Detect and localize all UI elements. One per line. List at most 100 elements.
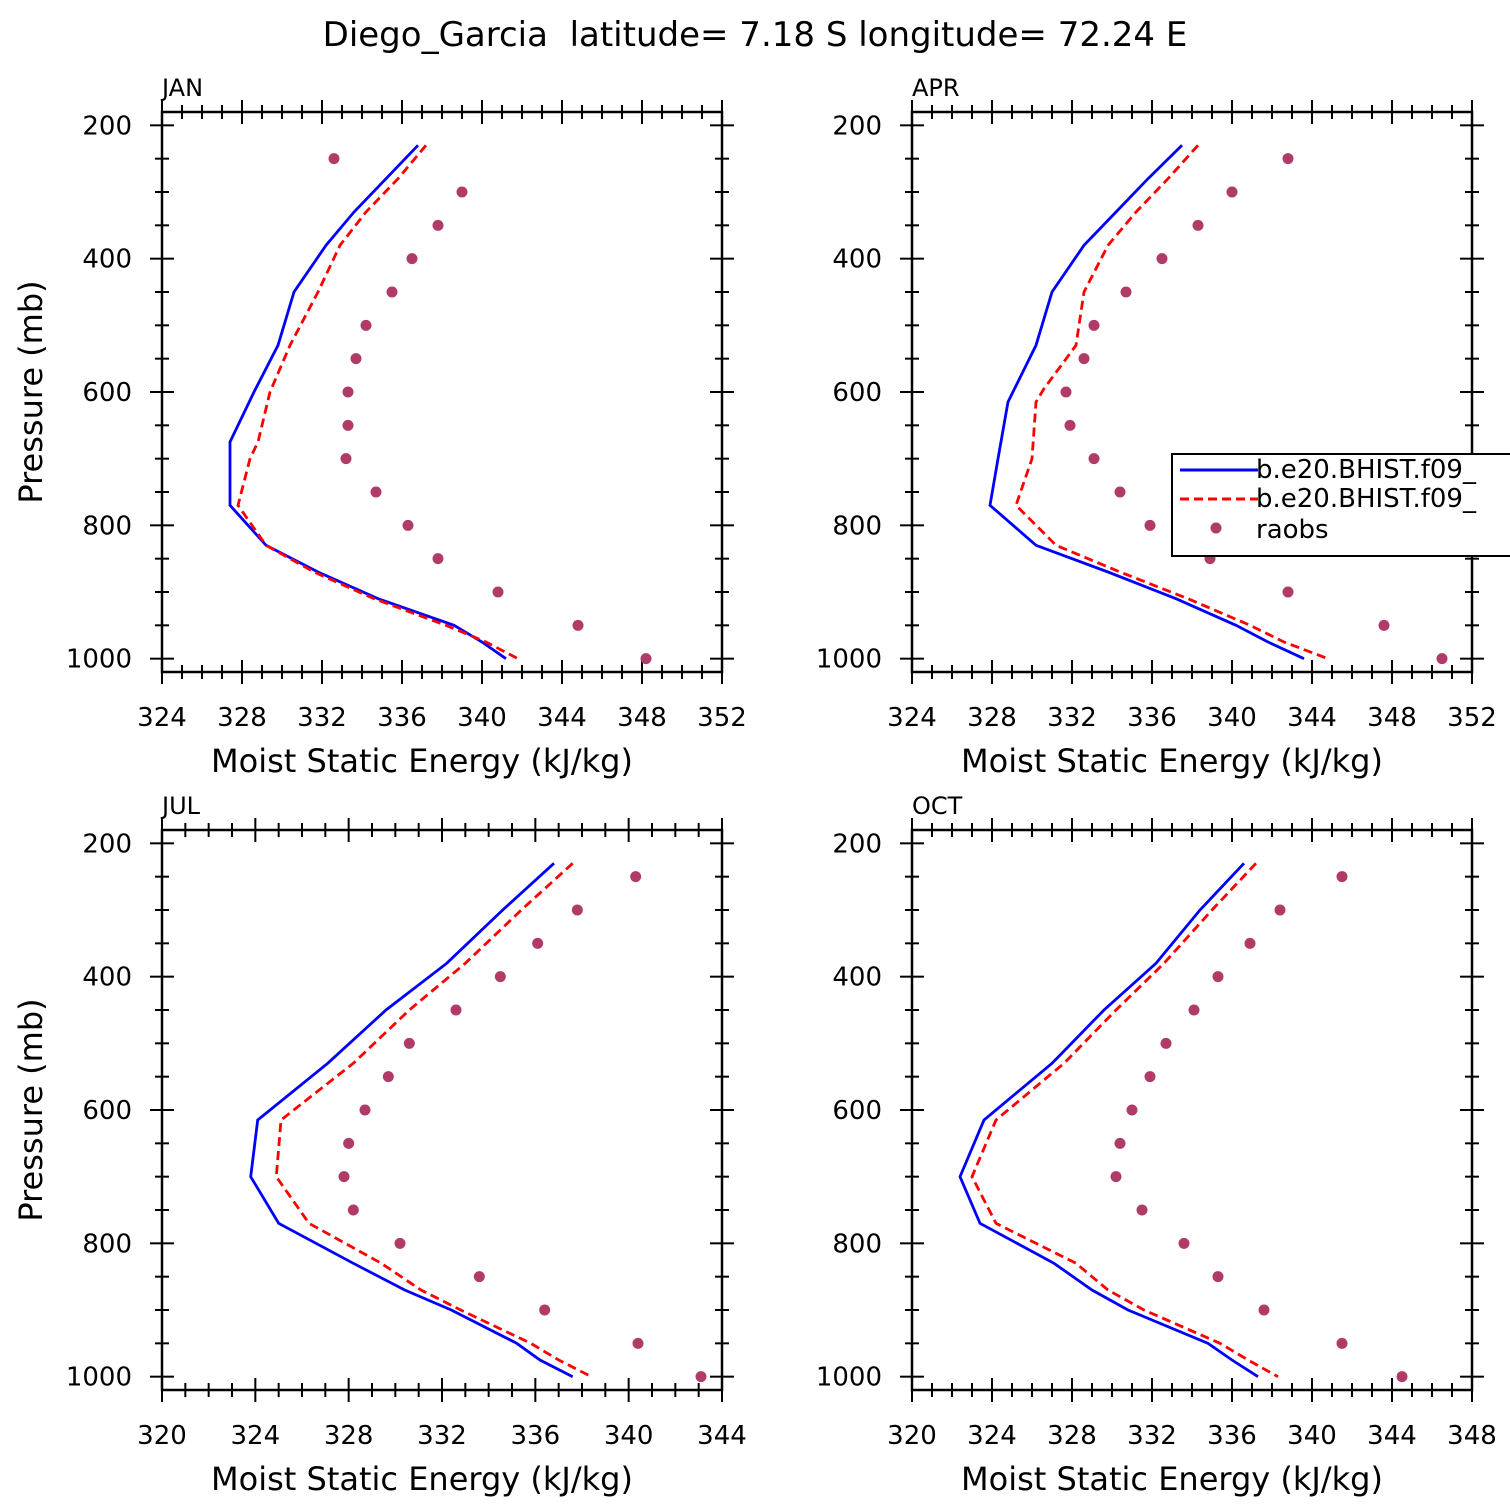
plot-frame [910,110,1474,674]
raobs-point [456,186,468,198]
y-tick-label: 800 [82,1229,132,1259]
x-tick-label: 348 [1447,1421,1497,1451]
x-tick-label: 340 [604,1421,654,1451]
legend-entry-label: raobs [1256,515,1329,545]
chart-panel-jan: JAN 324 328 332 336 340 344 348 352 200 400 600 800 1… [12,74,747,780]
raobs-point [1144,1071,1156,1083]
x-tick-label: 348 [1367,703,1417,733]
raobs-point [406,253,418,265]
x-tick-label: 332 [1127,1421,1177,1451]
x-axis-label: Moist Static Energy (kJ/kg) [961,1460,1383,1498]
raobs-point [432,219,444,231]
x-tick-label: 344 [1287,703,1337,733]
chart-panel-oct: OCT 320 324 328 332 336 340 344 348 200 400 600 800 1… [816,792,1497,1498]
raobs-point [340,453,352,465]
raobs-point [1136,1204,1148,1216]
y-tick-label: 600 [82,378,132,408]
raobs-point [1064,419,1076,431]
raobs-point [632,1337,644,1349]
y-tick-label: 200 [82,829,132,859]
raobs-point [394,1237,406,1249]
raobs-point [1188,1004,1200,1016]
x-tick-label: 332 [297,703,347,733]
raobs-point [1088,319,1100,331]
y-tick-label: 400 [832,245,882,275]
x-tick-label: 344 [1367,1421,1417,1451]
raobs-point [1160,1037,1172,1049]
raobs-point [1144,519,1156,531]
y-tick-label: 600 [832,1096,882,1126]
y-tick-label: 1000 [66,1363,132,1393]
raobs-point [403,1037,415,1049]
raobs-point [328,153,340,165]
raobs-point [350,353,362,365]
chart-panel-apr: APR 324 328 332 336 340 344 348 352 200 400 600 800 1… [816,74,1497,780]
series-line-2 [236,144,519,660]
panel-label: JUL [160,792,201,820]
y-tick-label: 1000 [816,645,882,675]
x-tick-label: 324 [967,1421,1017,1451]
x-tick-label: 336 [1127,703,1177,733]
x-tick-label: 332 [417,1421,467,1451]
x-tick-label: 324 [887,703,937,733]
raobs-point [1244,937,1256,949]
series-line-1 [958,862,1259,1378]
x-tick-label: 340 [457,703,507,733]
raobs-point [1274,904,1286,916]
raobs-point [360,319,372,331]
y-tick-label: 800 [82,511,132,541]
y-tick-label: 600 [82,1096,132,1126]
y-tick-label: 1000 [66,645,132,675]
x-tick-label: 344 [697,1421,747,1451]
x-tick-label: 328 [967,703,1017,733]
x-tick-label: 328 [217,703,267,733]
raobs-point [370,486,382,498]
raobs-point [342,386,354,398]
legend-entry-label: b.e20.BHIST.f09_ [1256,484,1477,514]
raobs-point [532,937,544,949]
panel-label: APR [912,74,960,102]
x-tick-label: 352 [1447,703,1497,733]
x-tick-label: 332 [1047,703,1097,733]
y-axis-label: Pressure (mb) [12,280,50,503]
x-tick-label: 336 [377,703,427,733]
y-tick-label: 800 [832,511,882,541]
y-tick-label: 200 [832,111,882,141]
raobs-point [572,619,584,631]
raobs-point [347,1204,359,1216]
raobs-point [386,286,398,298]
raobs-point [1436,653,1448,665]
y-tick-label: 400 [832,963,882,993]
panel-label: OCT [912,792,963,820]
chart-panel-jul: JUL 320 324 328 332 336 340 344 200 400 600 800 1000… [12,792,747,1498]
raobs-point [1396,1371,1408,1383]
y-tick-label: 200 [82,111,132,141]
raobs-point [630,871,642,883]
y-tick-label: 200 [832,829,882,859]
series-line-1 [249,862,574,1378]
x-tick-label: 320 [137,1421,187,1451]
raobs-point [1258,1304,1270,1316]
raobs-point [342,419,354,431]
x-tick-label: 352 [697,703,747,733]
raobs-point [1088,453,1100,465]
raobs-point [1336,1337,1348,1349]
raobs-point [1120,286,1132,298]
raobs-point [473,1271,485,1283]
y-tick-label: 400 [82,963,132,993]
raobs-point [382,1071,394,1083]
raobs-point [1114,1137,1126,1149]
panel-label: JAN [160,74,203,102]
x-tick-label: 324 [231,1421,281,1451]
raobs-point [492,586,504,598]
raobs-point [1126,1104,1138,1116]
x-tick-label: 328 [1047,1421,1097,1451]
series-line-2 [970,862,1279,1378]
raobs-point [1078,353,1090,365]
raobs-point [539,1304,551,1316]
raobs-point [1178,1237,1190,1249]
y-tick-label: 600 [832,378,882,408]
series-line-1 [228,144,507,660]
x-tick-label: 348 [617,703,667,733]
